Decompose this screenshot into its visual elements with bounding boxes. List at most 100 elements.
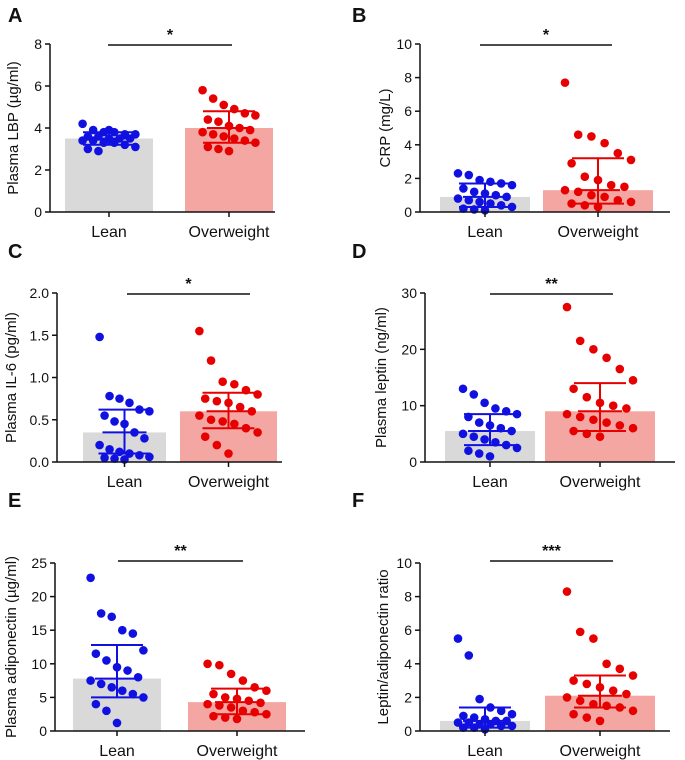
y-tick-label: 0 [404, 204, 412, 220]
data-point [86, 676, 95, 685]
data-point [238, 676, 248, 685]
data-point [107, 612, 117, 622]
data-point [459, 184, 468, 193]
data-point [224, 146, 234, 156]
data-point [582, 679, 592, 689]
data-point [464, 170, 474, 180]
error-bar [572, 157, 624, 205]
data-point [238, 706, 248, 716]
data-point [96, 609, 106, 618]
y-tick-label: 4 [34, 120, 42, 136]
data-point [145, 407, 154, 416]
data-point [626, 155, 636, 165]
data-point [507, 709, 517, 719]
data-point [206, 415, 216, 425]
y-tick-label: 0 [34, 204, 42, 220]
data-point [262, 686, 271, 695]
y-tick-label: 10 [396, 36, 412, 52]
data-point [215, 660, 224, 670]
y-tick-label: 6 [404, 103, 412, 119]
data-point [485, 452, 495, 461]
data-point [587, 132, 596, 141]
data-point [573, 130, 583, 140]
data-point [218, 377, 227, 387]
data-point [582, 392, 592, 402]
data-point [203, 699, 212, 709]
panel-a: A Lean Overweight 0 2 4 6 8 Plasma LBP (µg/ml) * [5, 5, 275, 241]
data-point [140, 434, 149, 443]
panel-e: E Lean Overweight 0 5 10 15 20 25 Plasma adiponec… [3, 490, 305, 760]
y-tick-label: 0 [404, 723, 412, 739]
significance-marker: ** [545, 276, 558, 293]
data-point [117, 625, 127, 635]
data-point [139, 693, 148, 702]
data-point [569, 709, 578, 719]
data-point [107, 683, 117, 692]
data-point [587, 190, 596, 200]
data-point [464, 195, 474, 205]
group-lean [440, 169, 530, 215]
data-point [595, 432, 605, 441]
error-bar [464, 413, 516, 447]
data-point [91, 649, 101, 659]
category-label: Lean [107, 474, 143, 491]
y-tick-label: 15 [31, 622, 47, 638]
data-point [100, 453, 109, 463]
data-point [469, 187, 479, 197]
error-bar [83, 131, 135, 146]
error-bar [574, 674, 626, 709]
data-point [250, 683, 259, 692]
data-point [628, 423, 638, 433]
data-point [575, 696, 585, 706]
data-point [562, 409, 572, 419]
category-label: Overweight [189, 224, 270, 241]
data-point [606, 180, 616, 190]
data-point [115, 394, 124, 403]
y-tick-label: 2 [404, 170, 412, 186]
data-point [262, 709, 271, 719]
y-tick-label: 20 [31, 589, 47, 605]
group-overweight [545, 302, 655, 462]
category-label: Overweight [558, 224, 639, 241]
data-point [569, 676, 578, 685]
data-point [244, 696, 254, 706]
data-point [575, 412, 585, 422]
data-point [567, 158, 576, 168]
data-point [78, 136, 87, 145]
data-point [117, 686, 127, 695]
y-axis-title: Plasma adiponectin (µg/ml) [3, 556, 20, 738]
data-point [247, 407, 257, 416]
panel-f: F Lean Overweight 0 2 4 6 8 10Leptin/adiponectin… [352, 490, 670, 760]
data-point [512, 409, 522, 419]
data-point [458, 429, 468, 439]
data-point [602, 659, 611, 669]
data-point [589, 699, 598, 709]
data-point [102, 706, 111, 716]
data-point [253, 390, 262, 399]
group-lean [445, 384, 535, 462]
error-bar [202, 391, 255, 430]
data-point [198, 85, 207, 95]
y-tick-label: 8 [404, 589, 412, 605]
data-point [453, 194, 463, 203]
y-axis-title: Leptin/adiponectin ratio [375, 569, 392, 724]
data-point [589, 634, 598, 643]
panel-letter: E [8, 490, 21, 512]
group-overweight [543, 78, 653, 212]
data-point [453, 169, 463, 178]
data-point [206, 356, 216, 365]
data-point [486, 719, 495, 729]
data-point [203, 659, 212, 669]
data-point [123, 666, 132, 675]
y-axis-title: Plasma LBP (µg/ml) [5, 61, 22, 194]
data-point [251, 138, 260, 147]
data-point [562, 587, 572, 596]
category-label: Lean [467, 224, 503, 241]
group-overweight [180, 326, 277, 462]
data-point [219, 100, 229, 110]
data-point [95, 332, 104, 342]
data-point [622, 404, 631, 413]
data-point [133, 672, 143, 682]
significance-marker: * [543, 27, 550, 44]
